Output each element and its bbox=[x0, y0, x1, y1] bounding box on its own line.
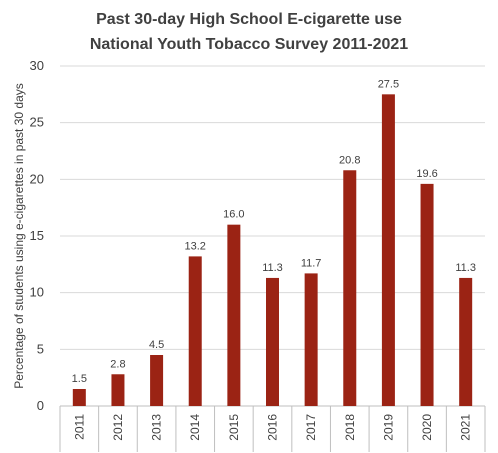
data-label: 13.2 bbox=[185, 240, 206, 252]
data-label: 19.6 bbox=[416, 168, 437, 180]
y-tick-label: 10 bbox=[30, 285, 44, 300]
y-tick-label: 0 bbox=[37, 398, 44, 413]
x-ticks: 2011 2012 2013 2014 2015 2016 2017 2018 2019 2020… bbox=[72, 414, 472, 441]
bar bbox=[343, 170, 356, 406]
y-tick-label: 30 bbox=[30, 58, 44, 73]
bar bbox=[73, 389, 86, 406]
x-tick-label: 2011 bbox=[72, 414, 86, 440]
x-tick-label: 2018 bbox=[343, 414, 357, 441]
y-tick-label: 15 bbox=[30, 228, 44, 243]
y-ticks: 0 5 10 15 20 25 30 bbox=[30, 58, 44, 413]
x-tick-label: 2014 bbox=[188, 414, 202, 441]
data-label: 1.5 bbox=[72, 373, 87, 385]
data-label: 2.8 bbox=[110, 358, 125, 370]
y-tick-label: 25 bbox=[30, 115, 44, 130]
bar bbox=[459, 278, 472, 406]
bar bbox=[305, 273, 318, 406]
chart-subtitle: National Youth Tobacco Survey 2011-2021 bbox=[90, 36, 408, 53]
bar bbox=[227, 225, 240, 406]
y-axis-label: Percentage of students using e-cigarette… bbox=[12, 83, 26, 389]
bar bbox=[111, 374, 124, 406]
data-label: 11.3 bbox=[455, 262, 476, 274]
y-tick-label: 20 bbox=[30, 171, 44, 186]
data-label: 4.5 bbox=[149, 339, 164, 351]
x-tick-label: 2020 bbox=[420, 414, 434, 441]
x-tick-label: 2016 bbox=[266, 414, 280, 441]
x-tick-label: 2015 bbox=[227, 414, 241, 441]
chart-title: Past 30-day High School E-cigarette use bbox=[96, 11, 402, 28]
x-tick-label: 2019 bbox=[381, 414, 395, 441]
bar bbox=[189, 256, 202, 406]
bar bbox=[266, 278, 279, 406]
x-tick-label: 2013 bbox=[150, 414, 164, 441]
x-tick-label: 2017 bbox=[304, 414, 318, 441]
bar bbox=[150, 355, 163, 406]
bars bbox=[73, 94, 472, 406]
x-tick-label: 2021 bbox=[459, 414, 473, 441]
y-tick-label: 5 bbox=[37, 341, 44, 356]
bar bbox=[421, 184, 434, 406]
data-label: 20.8 bbox=[339, 154, 360, 166]
data-label: 27.5 bbox=[378, 78, 399, 90]
data-label: 11.7 bbox=[301, 257, 322, 269]
data-label: 11.3 bbox=[262, 262, 283, 274]
x-tick-label: 2012 bbox=[111, 414, 125, 441]
data-label: 16.0 bbox=[223, 209, 244, 221]
bar bbox=[382, 94, 395, 406]
